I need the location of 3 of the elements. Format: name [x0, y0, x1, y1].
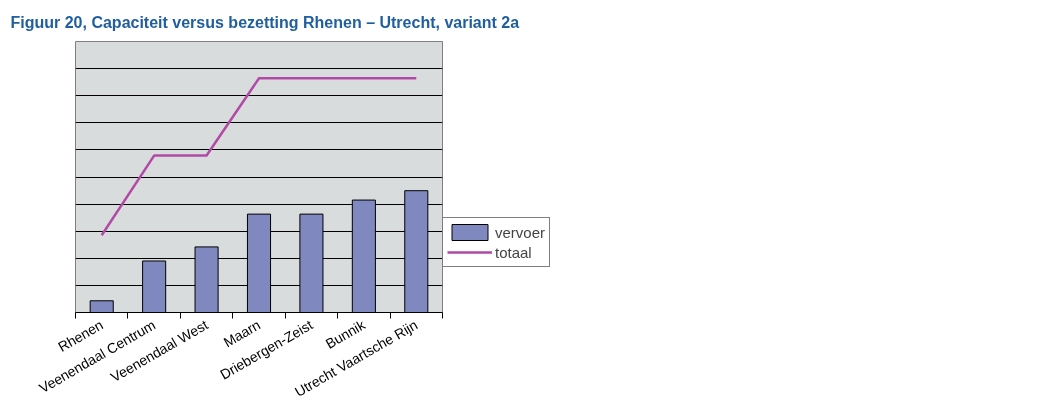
- legend-label: totaal: [495, 243, 532, 261]
- legend-label: vervoer: [495, 223, 546, 241]
- chart-title: Figuur 20, Capaciteit versus bezetting Rhenen – Utrecht, variant 2a: [10, 13, 520, 31]
